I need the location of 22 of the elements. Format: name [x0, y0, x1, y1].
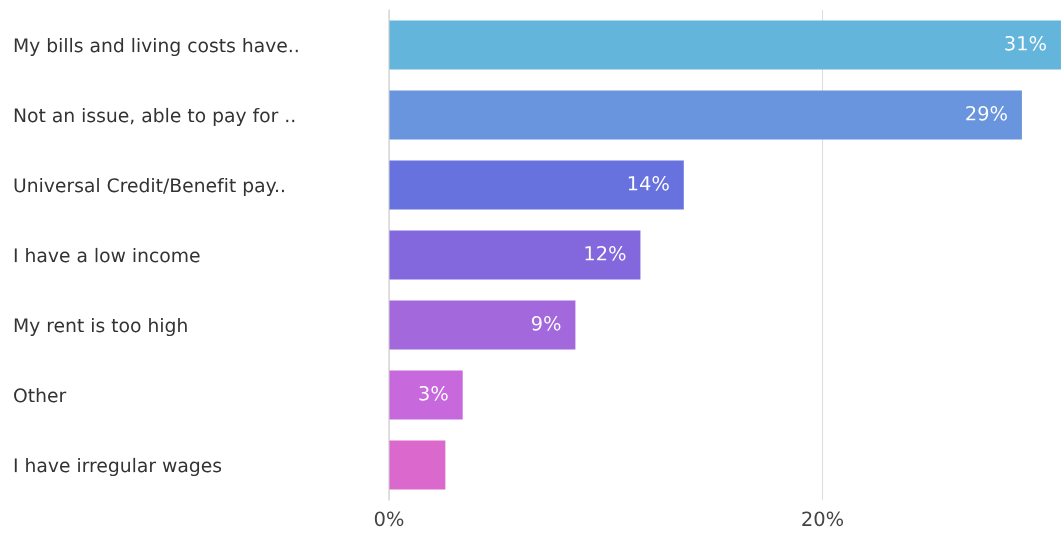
x-tick-label: 20%	[802, 511, 844, 527]
y-tick-label: Other	[14, 387, 67, 403]
data-label: 12%	[585, 245, 626, 261]
data-label: 9%	[531, 315, 561, 331]
y-tick-label: Not an issue, able to pay for ..	[14, 107, 295, 127]
bar	[389, 370, 463, 420]
y-tick-label: Universal Credit/Benefit pay..	[14, 177, 284, 197]
data-label: 3%	[419, 385, 448, 401]
bar	[389, 20, 1061, 70]
bar	[389, 160, 684, 210]
y-tick-label: My rent is too high	[14, 317, 187, 337]
y-tick-label: I have irregular wages	[14, 457, 222, 477]
y-tick-label: My bills and living costs have..	[14, 37, 298, 57]
data-label: 31%	[1005, 35, 1046, 51]
bar	[389, 90, 1022, 140]
data-label: 29%	[966, 105, 1007, 121]
data-label: 14%	[628, 175, 669, 191]
bar	[389, 230, 641, 280]
bar	[389, 440, 446, 490]
x-tick-label: 0%	[374, 511, 404, 527]
bar	[389, 300, 576, 350]
y-tick-label: I have a low income	[14, 247, 200, 263]
